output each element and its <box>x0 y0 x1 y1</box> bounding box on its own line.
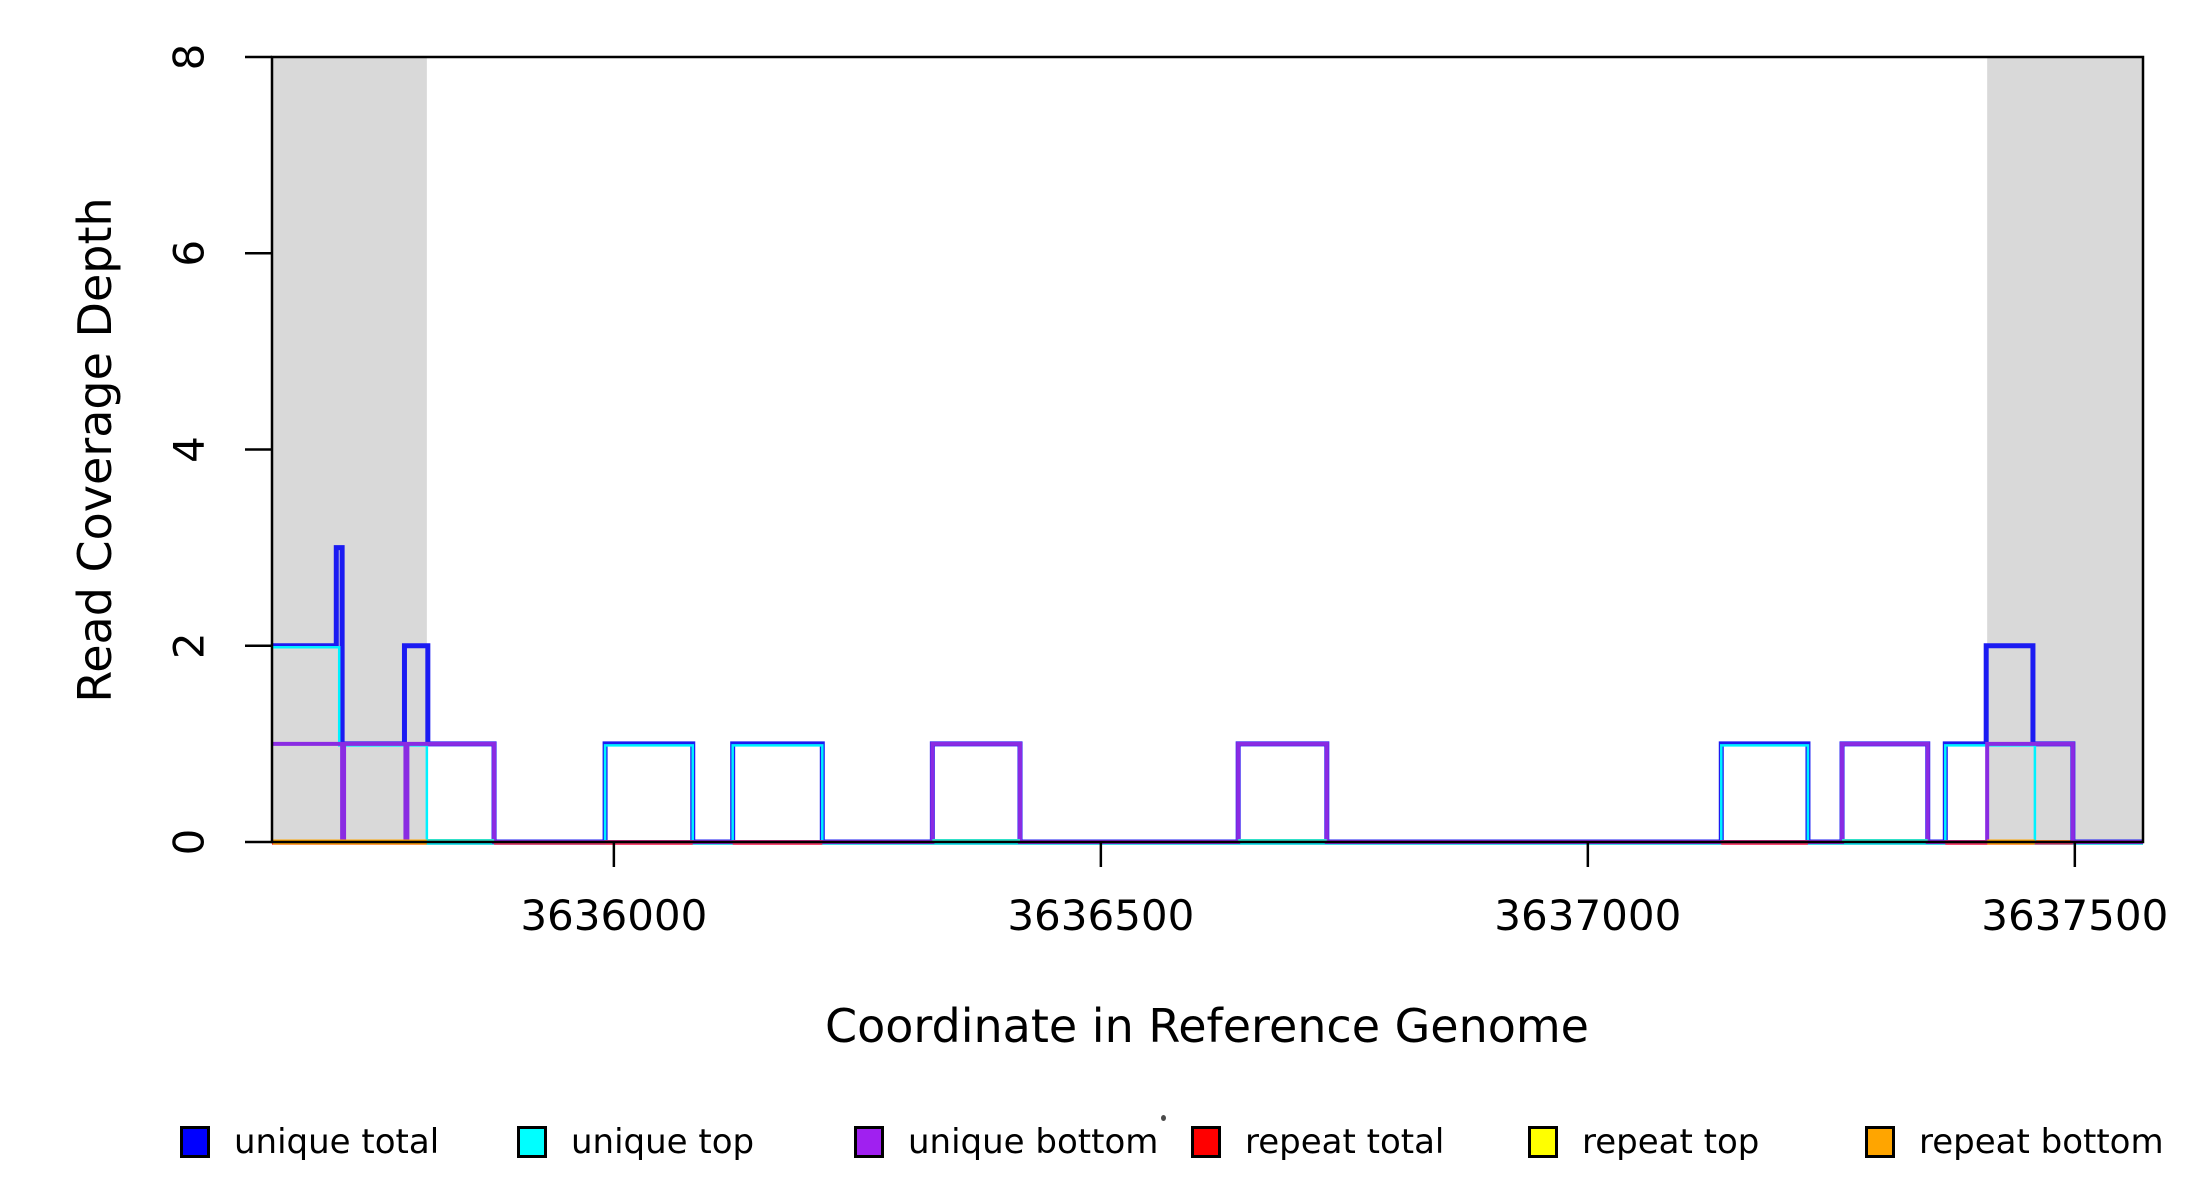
x-tick-label: 3636000 <box>520 891 707 940</box>
legend-label: repeat top <box>1582 1122 1760 1162</box>
series-line-unique-total <box>272 545 2143 845</box>
legend-item: unique total <box>180 1122 517 1162</box>
y-tick-label: 6 <box>165 240 214 267</box>
x-tick-label: 3636500 <box>1007 891 1194 940</box>
legend-swatch-repeat-bottom-icon <box>1865 1126 1895 1158</box>
y-axis-title: Read Coverage Depth <box>68 197 122 703</box>
legend-item: repeat top <box>1528 1122 1865 1162</box>
legend-item: unique top <box>517 1122 854 1162</box>
highlight-band <box>272 57 427 842</box>
stray-dot <box>1161 1115 1166 1121</box>
y-tick-label: 2 <box>165 632 214 659</box>
y-tick-label: 0 <box>165 829 214 856</box>
series-line-unique-top <box>272 646 2143 845</box>
legend-item: unique bottom <box>854 1122 1191 1162</box>
legend-swatch-repeat-total-icon <box>1191 1126 1221 1158</box>
legend-label: unique top <box>571 1122 755 1162</box>
legend-swatch-repeat-top-icon <box>1528 1126 1558 1158</box>
series-line-unique-bottom <box>272 741 2143 844</box>
y-tick-label: 4 <box>165 436 214 463</box>
legend-item: repeat bottom <box>1865 1122 2200 1162</box>
legend-swatch-unique-bottom-icon <box>854 1126 884 1158</box>
x-axis-title: Coordinate in Reference Genome <box>825 999 1589 1053</box>
legend-swatch-unique-top-icon <box>517 1126 547 1158</box>
legend-label: unique total <box>234 1122 440 1162</box>
legend: unique total unique top unique bottom re… <box>180 1112 2200 1172</box>
legend-label: unique bottom <box>908 1122 1159 1162</box>
x-tick-label: 3637000 <box>1494 891 1681 940</box>
legend-label: repeat bottom <box>1919 1122 2164 1162</box>
legend-item: repeat total <box>1191 1122 1528 1162</box>
legend-swatch-unique-total-icon <box>180 1126 210 1158</box>
highlight-band <box>1987 57 2143 842</box>
x-tick-label: 3637500 <box>1981 891 2168 940</box>
plot-border <box>270 55 2145 844</box>
y-tick-label: 8 <box>165 44 214 71</box>
legend-label: repeat total <box>1245 1122 1445 1162</box>
